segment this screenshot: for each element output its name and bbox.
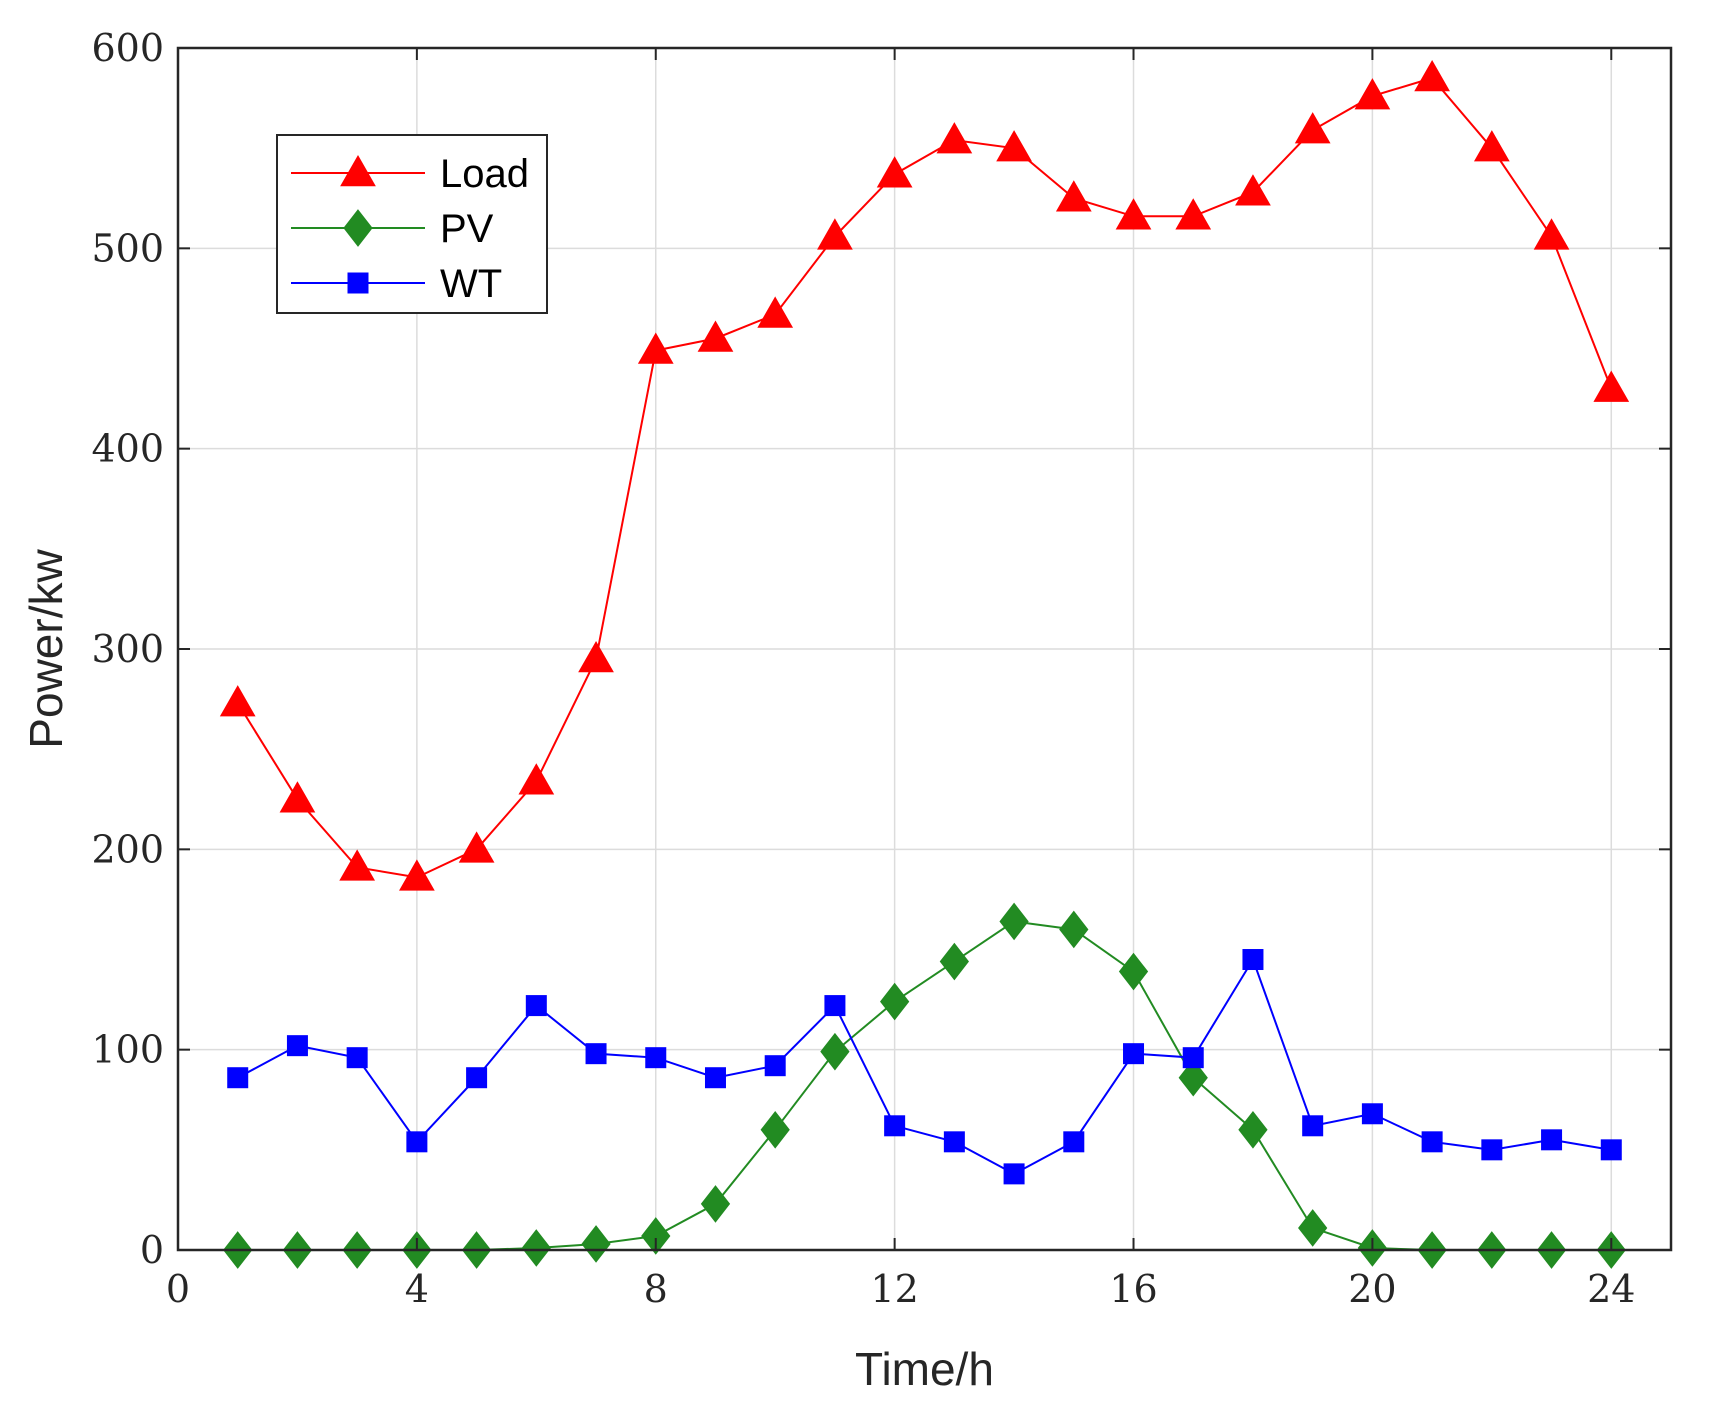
data-point-wt	[286, 1035, 308, 1057]
y-tick-label: 300	[91, 627, 164, 671]
data-point-wt	[824, 995, 846, 1017]
legend-label: Load	[440, 152, 529, 196]
y-tick-label: 400	[91, 427, 164, 471]
x-tick-label: 16	[1109, 1267, 1157, 1311]
x-tick-label: 12	[870, 1267, 918, 1311]
data-point-load	[1055, 180, 1092, 212]
x-tick-label: 0	[166, 1267, 190, 1311]
data-point-load	[1294, 112, 1331, 144]
legend-item-load: Load	[291, 152, 529, 196]
legend-marker	[347, 272, 369, 294]
data-point-pv	[1298, 1209, 1328, 1247]
data-point-load	[518, 763, 555, 795]
data-point-wt	[525, 995, 547, 1017]
data-point-load	[757, 296, 794, 328]
data-point-pv	[1059, 910, 1089, 949]
data-point-wt	[1063, 1131, 1085, 1153]
data-point-pv	[641, 1217, 671, 1255]
y-tick-label: 500	[91, 226, 164, 270]
data-point-pv	[1238, 1110, 1268, 1149]
legend-item-pv: PV	[291, 207, 494, 251]
data-point-load	[339, 849, 376, 881]
data-point-pv	[700, 1185, 731, 1223]
data-point-wt	[585, 1043, 607, 1065]
data-point-load	[279, 781, 316, 813]
data-point-load	[1235, 174, 1271, 206]
data-point-load	[876, 156, 913, 188]
data-point-wt	[1481, 1139, 1503, 1161]
series-line-wt	[237, 957, 1612, 1176]
data-point-pv	[521, 1229, 551, 1267]
data-point-wt	[645, 1047, 667, 1069]
legend-label: PV	[440, 207, 494, 251]
data-point-wt	[346, 1047, 368, 1069]
axis-ticks: 0 4 8 12 16 20 24 0 100 200 300 400 500 600	[91, 26, 1671, 1311]
data-point-wt	[704, 1067, 726, 1089]
data-point-wt	[884, 1115, 906, 1137]
data-point-pv	[760, 1110, 790, 1149]
data-point-load	[458, 831, 495, 863]
x-tick-label: 8	[644, 1267, 668, 1311]
data-point-load	[697, 320, 734, 352]
y-axis-label: Power/kw	[20, 549, 72, 749]
data-point-load	[1115, 198, 1152, 230]
legend: Load PV WT	[276, 134, 548, 314]
data-point-load	[1414, 60, 1450, 92]
data-point-pv	[880, 982, 910, 1021]
data-point-pv	[1178, 1058, 1208, 1097]
data-point-pv	[939, 942, 969, 981]
data-point-wt	[943, 1131, 965, 1153]
legend-marker	[340, 154, 376, 187]
data-point-wt	[1123, 1043, 1145, 1065]
x-tick-label: 20	[1348, 1267, 1396, 1311]
data-point-load	[817, 218, 853, 250]
data-point-load	[1533, 218, 1570, 250]
data-point-load	[1473, 130, 1510, 162]
data-point-load	[1354, 78, 1391, 110]
data-point-wt	[1182, 1047, 1204, 1069]
x-axis-label: Time/h	[855, 1343, 994, 1395]
data-point-pv	[581, 1225, 611, 1263]
data-point-wt	[227, 1067, 249, 1089]
data-point-wt	[1600, 1139, 1622, 1161]
data-point-wt	[1361, 1103, 1383, 1125]
series-layer	[219, 60, 1630, 1269]
data-point-load	[936, 122, 973, 154]
data-point-pv	[1118, 952, 1149, 991]
x-tick-label: 4	[405, 1267, 429, 1311]
data-point-load	[1593, 370, 1630, 402]
data-point-wt	[466, 1067, 488, 1089]
series-wt	[227, 949, 1622, 1185]
data-point-wt	[1541, 1129, 1563, 1151]
data-point-wt	[1302, 1115, 1324, 1137]
data-point-pv	[820, 1032, 850, 1071]
y-tick-label: 100	[91, 1028, 164, 1072]
legend-marker	[343, 209, 373, 247]
data-point-load	[996, 130, 1032, 162]
series-load	[219, 60, 1630, 891]
data-point-wt	[1003, 1163, 1025, 1185]
legend-label: WT	[440, 262, 502, 306]
data-point-load	[219, 685, 256, 717]
data-point-pv	[999, 902, 1029, 941]
y-tick-label: 200	[91, 827, 164, 871]
data-point-wt	[764, 1055, 786, 1077]
series-pv	[223, 902, 1626, 1269]
y-tick-label: 0	[140, 1228, 164, 1272]
legend-item-wt: WT	[291, 262, 502, 306]
data-point-wt	[406, 1131, 428, 1153]
y-tick-label: 600	[91, 26, 164, 70]
data-point-wt	[1242, 949, 1264, 971]
x-tick-label: 24	[1587, 1267, 1635, 1311]
data-point-wt	[1421, 1131, 1443, 1153]
data-point-load	[578, 641, 614, 673]
series-line-pv	[237, 920, 1612, 1251]
data-point-load	[399, 859, 435, 891]
data-point-load	[637, 332, 674, 364]
data-point-load	[1175, 198, 1212, 230]
